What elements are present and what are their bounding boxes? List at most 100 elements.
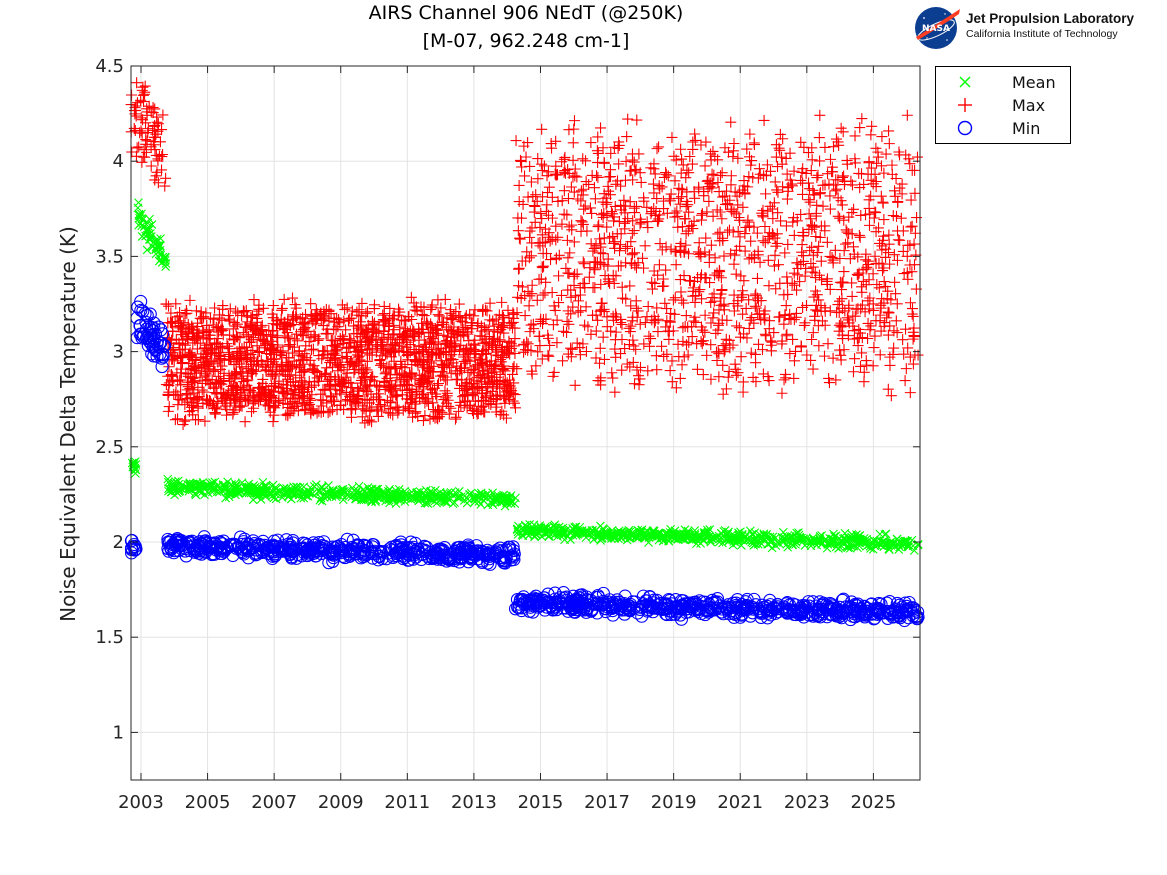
- max-point: [379, 368, 391, 380]
- max-point: [126, 89, 138, 101]
- max-point: [142, 127, 154, 139]
- max-point: [426, 348, 438, 360]
- max-point: [213, 376, 225, 388]
- max-point: [432, 379, 444, 391]
- max-point: [160, 172, 172, 184]
- max-point: [468, 403, 480, 415]
- max-point: [485, 399, 497, 411]
- max-point: [441, 355, 453, 367]
- max-point: [509, 347, 521, 359]
- max-point: [136, 156, 148, 168]
- max-point: [447, 314, 459, 326]
- max-point: [281, 330, 293, 342]
- max-point: [192, 402, 204, 414]
- max-point: [440, 392, 452, 404]
- max-point: [298, 384, 310, 396]
- max-point: [508, 340, 520, 352]
- max-point: [184, 383, 196, 395]
- max-point: [394, 306, 406, 318]
- max-point: [381, 348, 393, 360]
- max-point: [137, 114, 149, 126]
- max-point: [227, 333, 239, 345]
- max-point: [359, 382, 371, 394]
- max-point: [409, 304, 421, 316]
- max-point: [378, 308, 390, 320]
- max-point: [217, 303, 229, 315]
- max-point: [432, 309, 444, 321]
- max-point: [426, 299, 438, 311]
- max-point: [168, 355, 180, 367]
- max-point: [138, 88, 150, 100]
- max-point: [288, 355, 300, 367]
- max-point: [463, 335, 475, 347]
- max-point: [214, 350, 226, 362]
- max-point: [496, 342, 508, 354]
- max-point: [328, 313, 340, 325]
- max-point: [322, 328, 334, 340]
- max-point: [271, 332, 283, 344]
- max-point: [356, 372, 368, 384]
- max-point: [152, 155, 164, 167]
- max-point: [380, 314, 392, 326]
- max-point: [450, 411, 462, 423]
- max-point: [311, 407, 323, 419]
- max-point: [290, 312, 302, 324]
- max-point: [345, 312, 357, 324]
- max-point: [343, 313, 355, 325]
- max-point: [356, 324, 368, 336]
- max-point: [165, 370, 177, 382]
- max-point: [327, 394, 339, 406]
- max-point: [366, 416, 378, 428]
- max-point: [298, 366, 310, 378]
- max-point: [384, 375, 396, 387]
- max-point: [181, 307, 193, 319]
- max-point: [357, 384, 369, 396]
- max-point: [384, 302, 396, 314]
- max-point: [245, 358, 257, 370]
- max-point: [163, 300, 175, 312]
- max-point: [233, 342, 245, 354]
- max-point: [329, 353, 341, 365]
- max-point: [304, 398, 316, 410]
- max-point: [484, 314, 496, 326]
- max-point: [497, 351, 509, 363]
- jpl-name: Jet Propulsion Laboratory: [966, 11, 1135, 26]
- max-point: [379, 400, 391, 412]
- max-point: [190, 354, 202, 366]
- max-point: [290, 302, 302, 314]
- max-point: [364, 379, 376, 391]
- max-point: [426, 384, 438, 396]
- max-point: [244, 385, 256, 397]
- max-point: [364, 405, 376, 417]
- max-point: [257, 334, 269, 346]
- max-point: [187, 337, 199, 349]
- max-point: [361, 394, 373, 406]
- max-point: [131, 77, 143, 89]
- max-point: [479, 337, 491, 349]
- max-point: [243, 394, 254, 406]
- max-point: [383, 362, 395, 374]
- max-point: [131, 142, 143, 154]
- max-point: [247, 396, 259, 408]
- max-point: [294, 372, 306, 384]
- max-point: [274, 348, 286, 360]
- max-point: [192, 317, 204, 329]
- max-point: [496, 296, 508, 308]
- max-point: [503, 347, 515, 359]
- max-point: [346, 305, 358, 317]
- max-point: [409, 407, 421, 419]
- max-point: [210, 378, 222, 390]
- max-point: [149, 144, 161, 156]
- max-point: [264, 406, 276, 418]
- max-point: [372, 401, 384, 413]
- max-point: [345, 404, 357, 416]
- max-point: [499, 365, 511, 377]
- max-point: [151, 116, 163, 128]
- max-point: [131, 97, 143, 109]
- max-point: [425, 303, 437, 315]
- max-point: [147, 136, 159, 148]
- max-point: [332, 359, 344, 371]
- max-point: [509, 402, 521, 414]
- max-point: [429, 412, 441, 424]
